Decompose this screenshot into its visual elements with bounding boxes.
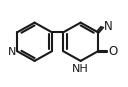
Text: O: O bbox=[108, 45, 118, 58]
Text: N: N bbox=[7, 47, 16, 57]
Text: NH: NH bbox=[72, 64, 89, 74]
Text: N: N bbox=[104, 20, 112, 33]
